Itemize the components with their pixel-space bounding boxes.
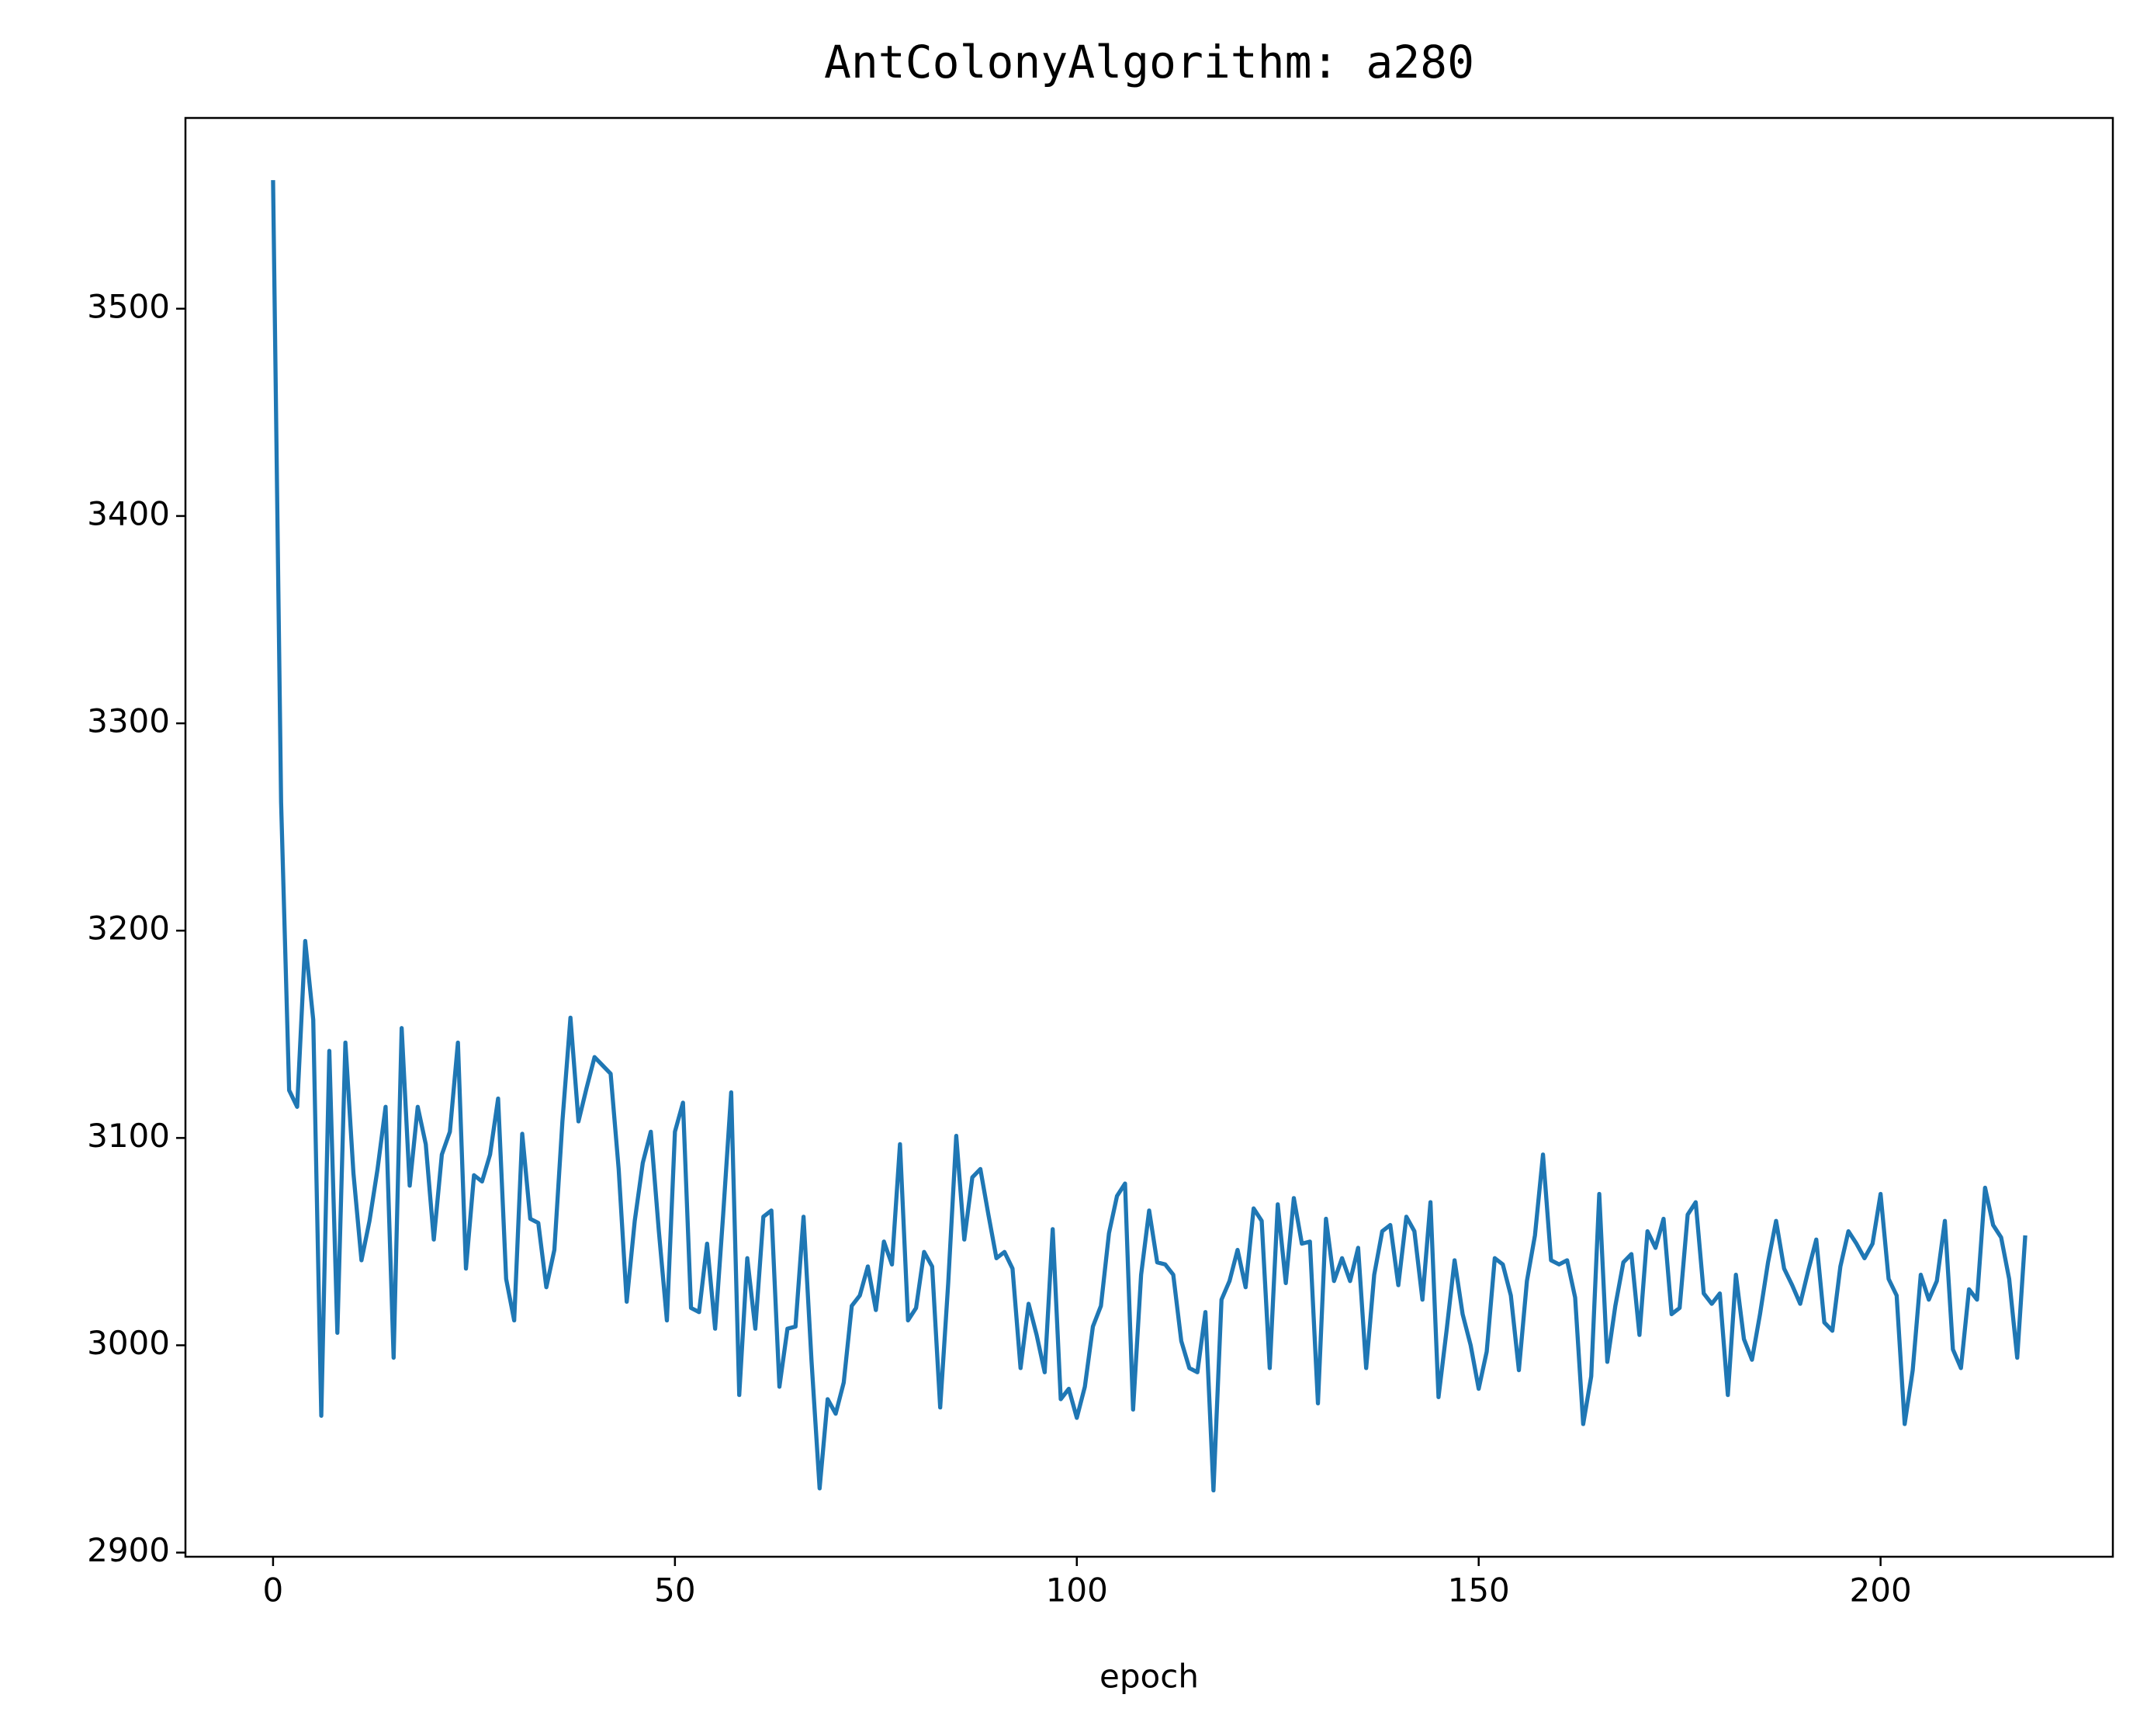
x-tick-label: 0 (263, 1571, 284, 1610)
y-tick-label: 3300 (87, 702, 170, 740)
x-tick-label: 50 (654, 1571, 695, 1610)
x-tick-label: 150 (1448, 1571, 1510, 1610)
x-tick-label: 200 (1850, 1571, 1912, 1610)
x-tick-label: 100 (1046, 1571, 1108, 1610)
y-tick-label: 2900 (87, 1531, 170, 1569)
y-tick-label: 3000 (87, 1324, 170, 1362)
x-axis-label: epoch (1099, 1658, 1199, 1696)
y-tick-label: 3400 (87, 494, 170, 532)
plot-frame (184, 116, 2114, 1558)
y-tick-label: 3100 (87, 1117, 170, 1155)
data-line (271, 180, 2028, 1493)
y-tick-label: 3500 (87, 287, 170, 325)
y-tick-label: 3200 (87, 910, 170, 948)
chart-title: AntColonyAlgorithm: a280 (824, 36, 1474, 88)
